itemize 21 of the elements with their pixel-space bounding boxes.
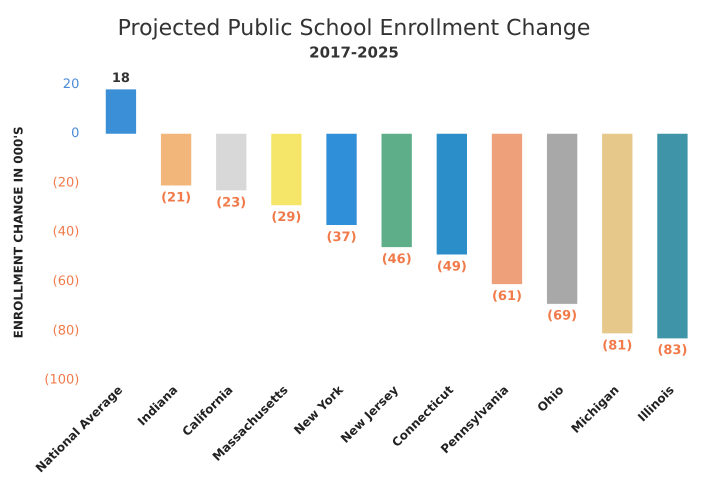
data-label: (69) xyxy=(547,308,578,324)
y-tick-label: (100) xyxy=(44,372,80,388)
y-tick-label: (60) xyxy=(52,274,80,290)
data-label: (37) xyxy=(326,230,357,245)
chart-title: Projected Public School Enrollment Change xyxy=(118,16,590,41)
data-label: (29) xyxy=(271,210,302,226)
y-tick-label: (40) xyxy=(52,224,80,240)
data-label: (81) xyxy=(602,338,632,354)
data-label: (46) xyxy=(382,252,412,268)
y-tick-label: (80) xyxy=(52,323,80,338)
chart-subtitle: 2017-2025 xyxy=(309,43,399,62)
data-label: (61) xyxy=(492,288,522,304)
y-tick-label: 20 xyxy=(62,76,80,92)
data-label: (21) xyxy=(161,190,192,206)
y-tick-label: 0 xyxy=(71,126,80,142)
data-label: (23) xyxy=(216,195,246,210)
y-axis-title: ENROLLMENT CHANGE IN 000'S xyxy=(11,126,26,338)
data-label: 18 xyxy=(112,71,130,86)
y-tick-label: (20) xyxy=(52,175,80,190)
data-label: (49) xyxy=(436,259,467,274)
data-label: (83) xyxy=(657,343,688,358)
